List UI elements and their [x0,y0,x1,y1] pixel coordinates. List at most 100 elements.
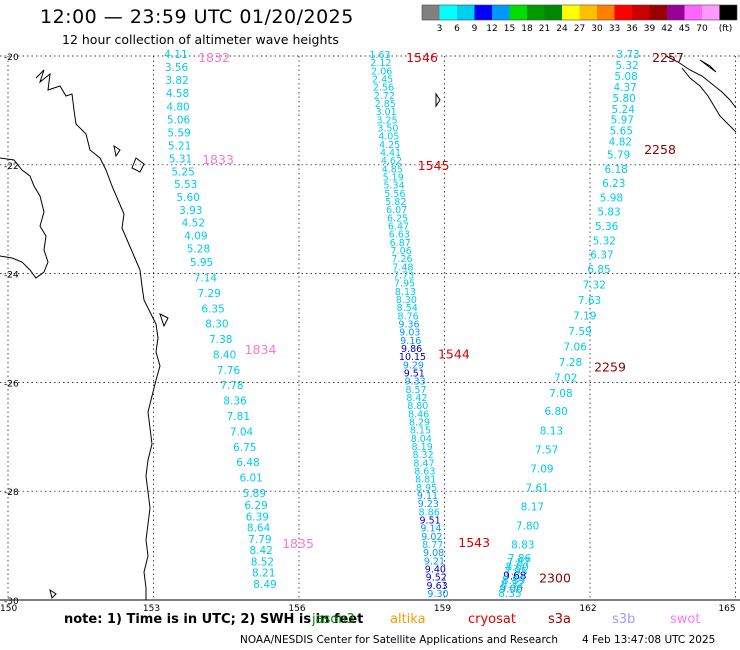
swh-value-middle: 6.63 [389,230,410,241]
swh-value-left: 7.76 [217,365,241,377]
legend-swatch [439,5,457,20]
swh-value-right: 7.06 [564,341,588,353]
legend-swatch [474,5,492,20]
satellite-cryosat-label: cryosat [468,612,516,627]
swh-value-middle: 9.30 [427,589,448,600]
swh-value-right: 8.17 [521,501,544,513]
swh-value-middle: 3.25 [376,115,397,126]
swh-value-middle: 7.26 [391,254,412,265]
swh-value-middle: 9.14 [420,524,441,535]
legend-label: 6 [454,24,460,34]
satellite-s3a-label: s3a [548,612,572,627]
swh-value-middle: 8.29 [409,418,430,429]
swh-value-right: 7.87 [507,557,530,569]
legend-swatch [702,5,720,20]
swh-value-middle: 8.04 [411,434,432,445]
swh-value-right: 9.68 [503,570,526,582]
map-title: 12:00 — 23:59 UTC 01/20/2025 [40,6,354,28]
swh-value-left: 7.29 [198,288,221,300]
track-time-label: 2259 [594,360,626,375]
swh-value-middle: 6.07 [386,205,407,216]
swh-value-left: 6.39 [246,511,269,523]
swh-value-left: 3.93 [179,205,202,217]
legend-swatch [422,5,440,20]
swh-value-middle: 4.85 [382,164,403,175]
swh-value-right: 8.60 [505,562,528,574]
swh-value-middle: 2.06 [371,66,392,77]
swh-value-middle: 9.51 [420,516,441,527]
swh-value-middle: 3.01 [376,107,397,118]
units-note: note: 1) Time is in UTC; 2) SWH is in fe… [64,612,364,627]
swh-value-middle: 2.56 [373,83,394,94]
legend-label: 30 [591,24,603,34]
lat-label: -26 [4,379,19,389]
swh-value-right: 7.19 [573,311,596,323]
swh-value-left: 8.64 [247,523,271,535]
map-subtitle: 12 hour collection of altimeter wave hei… [62,32,339,47]
track-time-label: 2257 [652,50,684,65]
credit-text: NOAA/NESDIS Center for Satellite Applica… [240,634,558,646]
legend-label: 12 [486,24,497,34]
swh-value-left: 8.52 [251,556,274,568]
swh-value-right: 7.28 [559,357,582,369]
track-time-label: 1543 [458,535,490,550]
legend-label: 27 [574,24,585,34]
swh-value-left: 3.82 [165,75,188,87]
swh-value-middle: 9.36 [398,320,419,331]
swh-value-middle: 9.63 [427,581,448,592]
lat-label: -28 [4,488,19,498]
swh-value-left: 7.14 [194,273,218,285]
swh-value-right: 7.57 [535,444,558,456]
swh-value-right: 8.89 [502,575,525,587]
swh-value-middle: 4.62 [381,156,402,167]
swh-value-left: 5.59 [167,127,190,139]
legend-swatch [684,5,702,20]
legend-swatch [562,5,580,20]
legend-swatch [719,5,737,20]
legend-label: 15 [504,24,515,34]
legend-swatch [614,5,632,20]
swh-value-left: 5.21 [168,141,191,153]
legend-label: 21 [539,24,550,34]
lon-label: 153 [143,604,160,612]
legend-label: 3 [437,24,443,34]
legend-swatch [667,5,685,20]
swh-value-left: 4.58 [166,88,189,100]
swh-value-middle: 2.85 [375,99,396,110]
legend-swatch [457,5,475,20]
legend-swatch [597,5,615,20]
swh-value-right: 6.80 [544,406,567,418]
swh-value-left: 5.53 [174,179,197,191]
swh-value-left: 3.56 [165,62,189,74]
swh-value-middle: 9.21 [424,556,445,567]
swh-value-right: 9.00 [499,584,522,596]
swh-value-middle: 8.76 [398,311,419,322]
swh-value-middle: 9.40 [425,565,446,576]
swh-value-right: 7.80 [516,521,539,533]
generated-timestamp: 4 Feb 13:47:08 UTC 2025 [582,634,716,646]
swh-value-middle: 9.29 [403,360,424,371]
swh-value-left: 8.40 [213,349,236,361]
lon-label: 162 [579,604,596,612]
swh-value-middle: 8.95 [416,483,437,494]
swh-value-left: 5.25 [171,166,194,178]
swh-value-middle: 4.05 [378,132,399,143]
swh-value-right: 5.32 [593,235,616,247]
swh-value-left: 7.78 [220,380,243,392]
swh-value-middle: 8.19 [412,442,433,453]
track-time-label: 2258 [644,142,676,157]
swh-value-middle: 5.34 [383,181,404,192]
swh-value-middle: 8.42 [406,393,427,404]
swh-value-middle: 9.51 [404,369,425,380]
swh-value-middle: 9.03 [399,328,420,339]
swh-value-middle: 9.52 [426,573,447,584]
swh-value-right: 5.83 [597,207,620,219]
legend-label: 45 [679,24,690,34]
satellite-track-time-labels: 1832 1833 1834 1835 1546 1545 1544 1543 2257 2258… [198,50,684,586]
swh-value-right: 5.98 [600,192,623,204]
swh-value-middle: 8.46 [408,409,429,420]
swh-value-right: 6.18 [604,164,627,176]
swh-value-middle: 8.81 [415,475,436,486]
swh-value-right: 7.61 [525,482,548,494]
